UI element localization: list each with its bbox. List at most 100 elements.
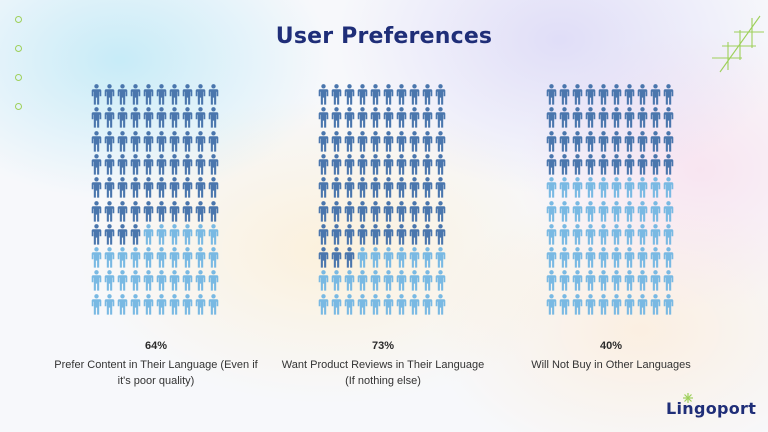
person-icon bbox=[318, 84, 329, 105]
person-icon bbox=[117, 223, 128, 245]
person-icon bbox=[117, 247, 128, 268]
person-icon bbox=[357, 270, 368, 291]
person-icon bbox=[663, 130, 674, 152]
person-icon bbox=[143, 107, 154, 128]
person-icon bbox=[104, 270, 115, 291]
person-icon bbox=[143, 153, 154, 175]
person-icon bbox=[344, 177, 355, 198]
person-icon bbox=[370, 293, 381, 315]
person-icon bbox=[383, 270, 394, 291]
person-icon bbox=[585, 247, 596, 268]
person-icon bbox=[357, 223, 368, 245]
person-icon bbox=[143, 177, 154, 198]
person-icon bbox=[182, 293, 193, 315]
circle-outline-icon bbox=[15, 45, 22, 52]
person-icon bbox=[598, 223, 609, 245]
person-icon bbox=[370, 84, 381, 105]
person-icon bbox=[91, 223, 102, 245]
person-icon bbox=[143, 84, 154, 105]
person-icon bbox=[611, 177, 622, 198]
decorative-lines bbox=[712, 15, 764, 73]
person-icon bbox=[585, 177, 596, 198]
person-icon bbox=[409, 247, 420, 268]
person-icon bbox=[208, 84, 219, 105]
person-icon bbox=[585, 84, 596, 105]
person-icon bbox=[104, 107, 115, 128]
person-icon bbox=[546, 223, 557, 245]
person-icon bbox=[546, 130, 557, 152]
person-icon bbox=[318, 270, 329, 291]
person-icon bbox=[435, 130, 446, 152]
person-icon bbox=[169, 293, 180, 315]
person-icon bbox=[637, 293, 648, 315]
person-icon bbox=[130, 200, 141, 222]
person-icon bbox=[208, 223, 219, 245]
person-icon bbox=[559, 107, 570, 128]
person-icon bbox=[182, 247, 193, 268]
person-icon bbox=[572, 153, 583, 175]
person-icon bbox=[409, 223, 420, 245]
person-icon bbox=[572, 200, 583, 222]
person-icon bbox=[344, 223, 355, 245]
person-icon bbox=[104, 293, 115, 315]
person-icon bbox=[396, 247, 407, 268]
person-icon bbox=[637, 130, 648, 152]
person-icon bbox=[104, 177, 115, 198]
person-icon bbox=[143, 200, 154, 222]
person-icon bbox=[422, 84, 433, 105]
circle-outline-icon bbox=[15, 103, 22, 110]
person-icon bbox=[195, 200, 206, 222]
person-icon bbox=[585, 223, 596, 245]
person-icon bbox=[182, 200, 193, 222]
person-icon bbox=[422, 107, 433, 128]
person-icon bbox=[182, 177, 193, 198]
person-icon bbox=[650, 84, 661, 105]
person-icon bbox=[637, 84, 648, 105]
person-icon bbox=[422, 153, 433, 175]
person-icon bbox=[331, 130, 342, 152]
person-icon bbox=[637, 223, 648, 245]
person-icon bbox=[435, 84, 446, 105]
person-icon bbox=[663, 200, 674, 222]
person-icon bbox=[396, 153, 407, 175]
brand-logo: Lingoport bbox=[666, 399, 757, 418]
person-icon bbox=[143, 247, 154, 268]
person-icon bbox=[169, 247, 180, 268]
person-icon bbox=[195, 107, 206, 128]
person-icon bbox=[663, 270, 674, 291]
person-icon bbox=[318, 223, 329, 245]
person-icon bbox=[611, 84, 622, 105]
person-icon bbox=[409, 107, 420, 128]
person-icon bbox=[559, 153, 570, 175]
person-icon bbox=[130, 223, 141, 245]
person-icon bbox=[572, 293, 583, 315]
person-icon bbox=[331, 177, 342, 198]
person-icon bbox=[422, 270, 433, 291]
person-icon bbox=[130, 247, 141, 268]
person-icon bbox=[559, 177, 570, 198]
person-icon bbox=[422, 200, 433, 222]
person-icon bbox=[318, 177, 329, 198]
person-icon bbox=[169, 270, 180, 291]
person-icon bbox=[663, 223, 674, 245]
person-icon bbox=[383, 200, 394, 222]
person-icon bbox=[169, 107, 180, 128]
person-icon bbox=[624, 130, 635, 152]
person-icon bbox=[663, 153, 674, 175]
person-icon bbox=[156, 130, 167, 152]
person-icon bbox=[435, 223, 446, 245]
person-icon bbox=[435, 200, 446, 222]
person-icon bbox=[396, 270, 407, 291]
person-icon bbox=[611, 200, 622, 222]
person-icon bbox=[208, 247, 219, 268]
person-icon bbox=[370, 247, 381, 268]
person-icon bbox=[409, 177, 420, 198]
person-icon bbox=[318, 130, 329, 152]
person-icon bbox=[156, 270, 167, 291]
person-icon bbox=[383, 107, 394, 128]
person-icon bbox=[409, 130, 420, 152]
person-icon bbox=[624, 270, 635, 291]
person-icon bbox=[546, 247, 557, 268]
person-icon bbox=[637, 153, 648, 175]
person-icon bbox=[91, 130, 102, 152]
